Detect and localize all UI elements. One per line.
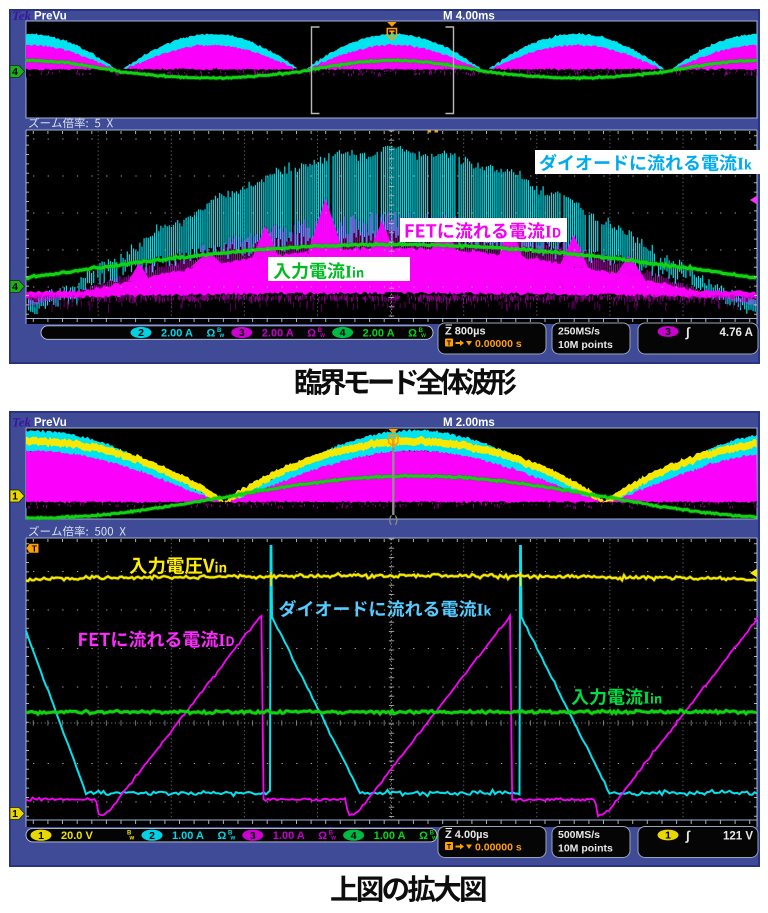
svg-text:1.00 A: 1.00 A <box>374 830 406 842</box>
svg-text:Tek: Tek <box>12 415 32 430</box>
svg-text:B: B <box>127 831 132 837</box>
svg-text:10M points: 10M points <box>558 339 613 351</box>
svg-text:500MS/s: 500MS/s <box>558 829 600 841</box>
svg-text:121 V: 121 V <box>723 831 753 843</box>
svg-text:M 2.00ms: M 2.00ms <box>443 417 495 429</box>
svg-text:Ω: Ω <box>419 830 428 842</box>
svg-text:( ): ( ) <box>389 515 398 526</box>
svg-text:Ω: Ω <box>218 830 227 842</box>
svg-text:B: B <box>217 328 222 334</box>
svg-text:w: w <box>431 836 437 842</box>
svg-text:w: w <box>420 333 426 339</box>
svg-text:Ω: Ω <box>207 327 216 339</box>
svg-text:250MS/s: 250MS/s <box>558 326 600 338</box>
svg-text:1: 1 <box>12 491 18 503</box>
svg-text:w: w <box>219 333 225 339</box>
svg-text:1: 1 <box>665 830 671 842</box>
svg-text:4: 4 <box>340 327 346 339</box>
svg-text:Ω: Ω <box>318 830 327 842</box>
svg-text:Z 800µs: Z 800µs <box>445 326 486 338</box>
svg-text:3: 3 <box>665 326 671 338</box>
svg-text:B: B <box>430 831 435 837</box>
svg-text:w: w <box>230 836 236 842</box>
svg-text:PreVu: PreVu <box>34 11 67 23</box>
svg-text:1.00 A: 1.00 A <box>172 830 204 842</box>
svg-text:B: B <box>228 831 233 837</box>
svg-text:1: 1 <box>12 808 18 820</box>
svg-text:w: w <box>319 333 325 339</box>
svg-text:2.00 A: 2.00 A <box>363 327 395 339</box>
svg-text:Ω: Ω <box>408 327 417 339</box>
svg-text:2.00 A: 2.00 A <box>161 327 193 339</box>
svg-text:T: T <box>447 341 452 348</box>
svg-text:B: B <box>329 831 334 837</box>
svg-text:Ω: Ω <box>307 327 316 339</box>
svg-text:3: 3 <box>239 327 245 339</box>
svg-text:20.0 V: 20.0 V <box>61 830 93 842</box>
svg-text:w: w <box>129 836 135 842</box>
svg-text:Tek: Tek <box>12 8 32 23</box>
svg-text:∫: ∫ <box>685 828 691 843</box>
svg-text:Z 4.00µs: Z 4.00µs <box>445 829 489 841</box>
svg-text:4.76 A: 4.76 A <box>720 327 753 339</box>
svg-text:3: 3 <box>250 830 256 842</box>
svg-text:w: w <box>330 836 336 842</box>
svg-text:2: 2 <box>138 327 144 339</box>
svg-text:4: 4 <box>12 66 18 78</box>
svg-text:4: 4 <box>12 281 18 293</box>
svg-text:1: 1 <box>38 830 44 842</box>
svg-text:10M points: 10M points <box>558 843 613 855</box>
svg-text:PreVu: PreVu <box>34 417 67 429</box>
svg-text:M 4.00ms: M 4.00ms <box>443 11 495 23</box>
svg-text:0.00000 s: 0.00000 s <box>475 842 522 854</box>
svg-text:0.00000 s: 0.00000 s <box>475 338 522 350</box>
svg-text:B: B <box>419 328 424 334</box>
svg-text:1.00 A: 1.00 A <box>273 830 305 842</box>
svg-text:T: T <box>32 543 38 553</box>
svg-text:T: T <box>447 844 452 851</box>
svg-text:∫: ∫ <box>685 325 691 340</box>
svg-text:B: B <box>318 328 323 334</box>
svg-text:2.00 A: 2.00 A <box>262 327 294 339</box>
svg-text:4: 4 <box>351 830 357 842</box>
svg-text:2: 2 <box>149 830 155 842</box>
